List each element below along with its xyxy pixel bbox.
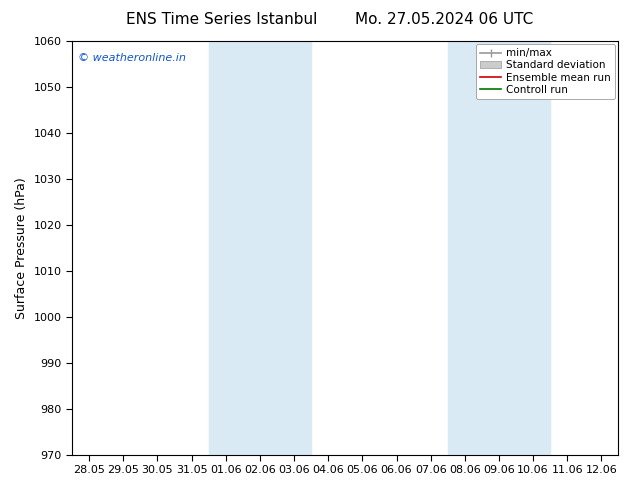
Text: Mo. 27.05.2024 06 UTC: Mo. 27.05.2024 06 UTC: [354, 12, 533, 27]
Legend: min/max, Standard deviation, Ensemble mean run, Controll run: min/max, Standard deviation, Ensemble me…: [476, 44, 616, 99]
Text: © weatheronline.in: © weatheronline.in: [77, 53, 185, 64]
Text: ENS Time Series Istanbul: ENS Time Series Istanbul: [126, 12, 318, 27]
Y-axis label: Surface Pressure (hPa): Surface Pressure (hPa): [15, 177, 28, 318]
Bar: [209, 41, 311, 455]
Bar: [448, 41, 550, 455]
